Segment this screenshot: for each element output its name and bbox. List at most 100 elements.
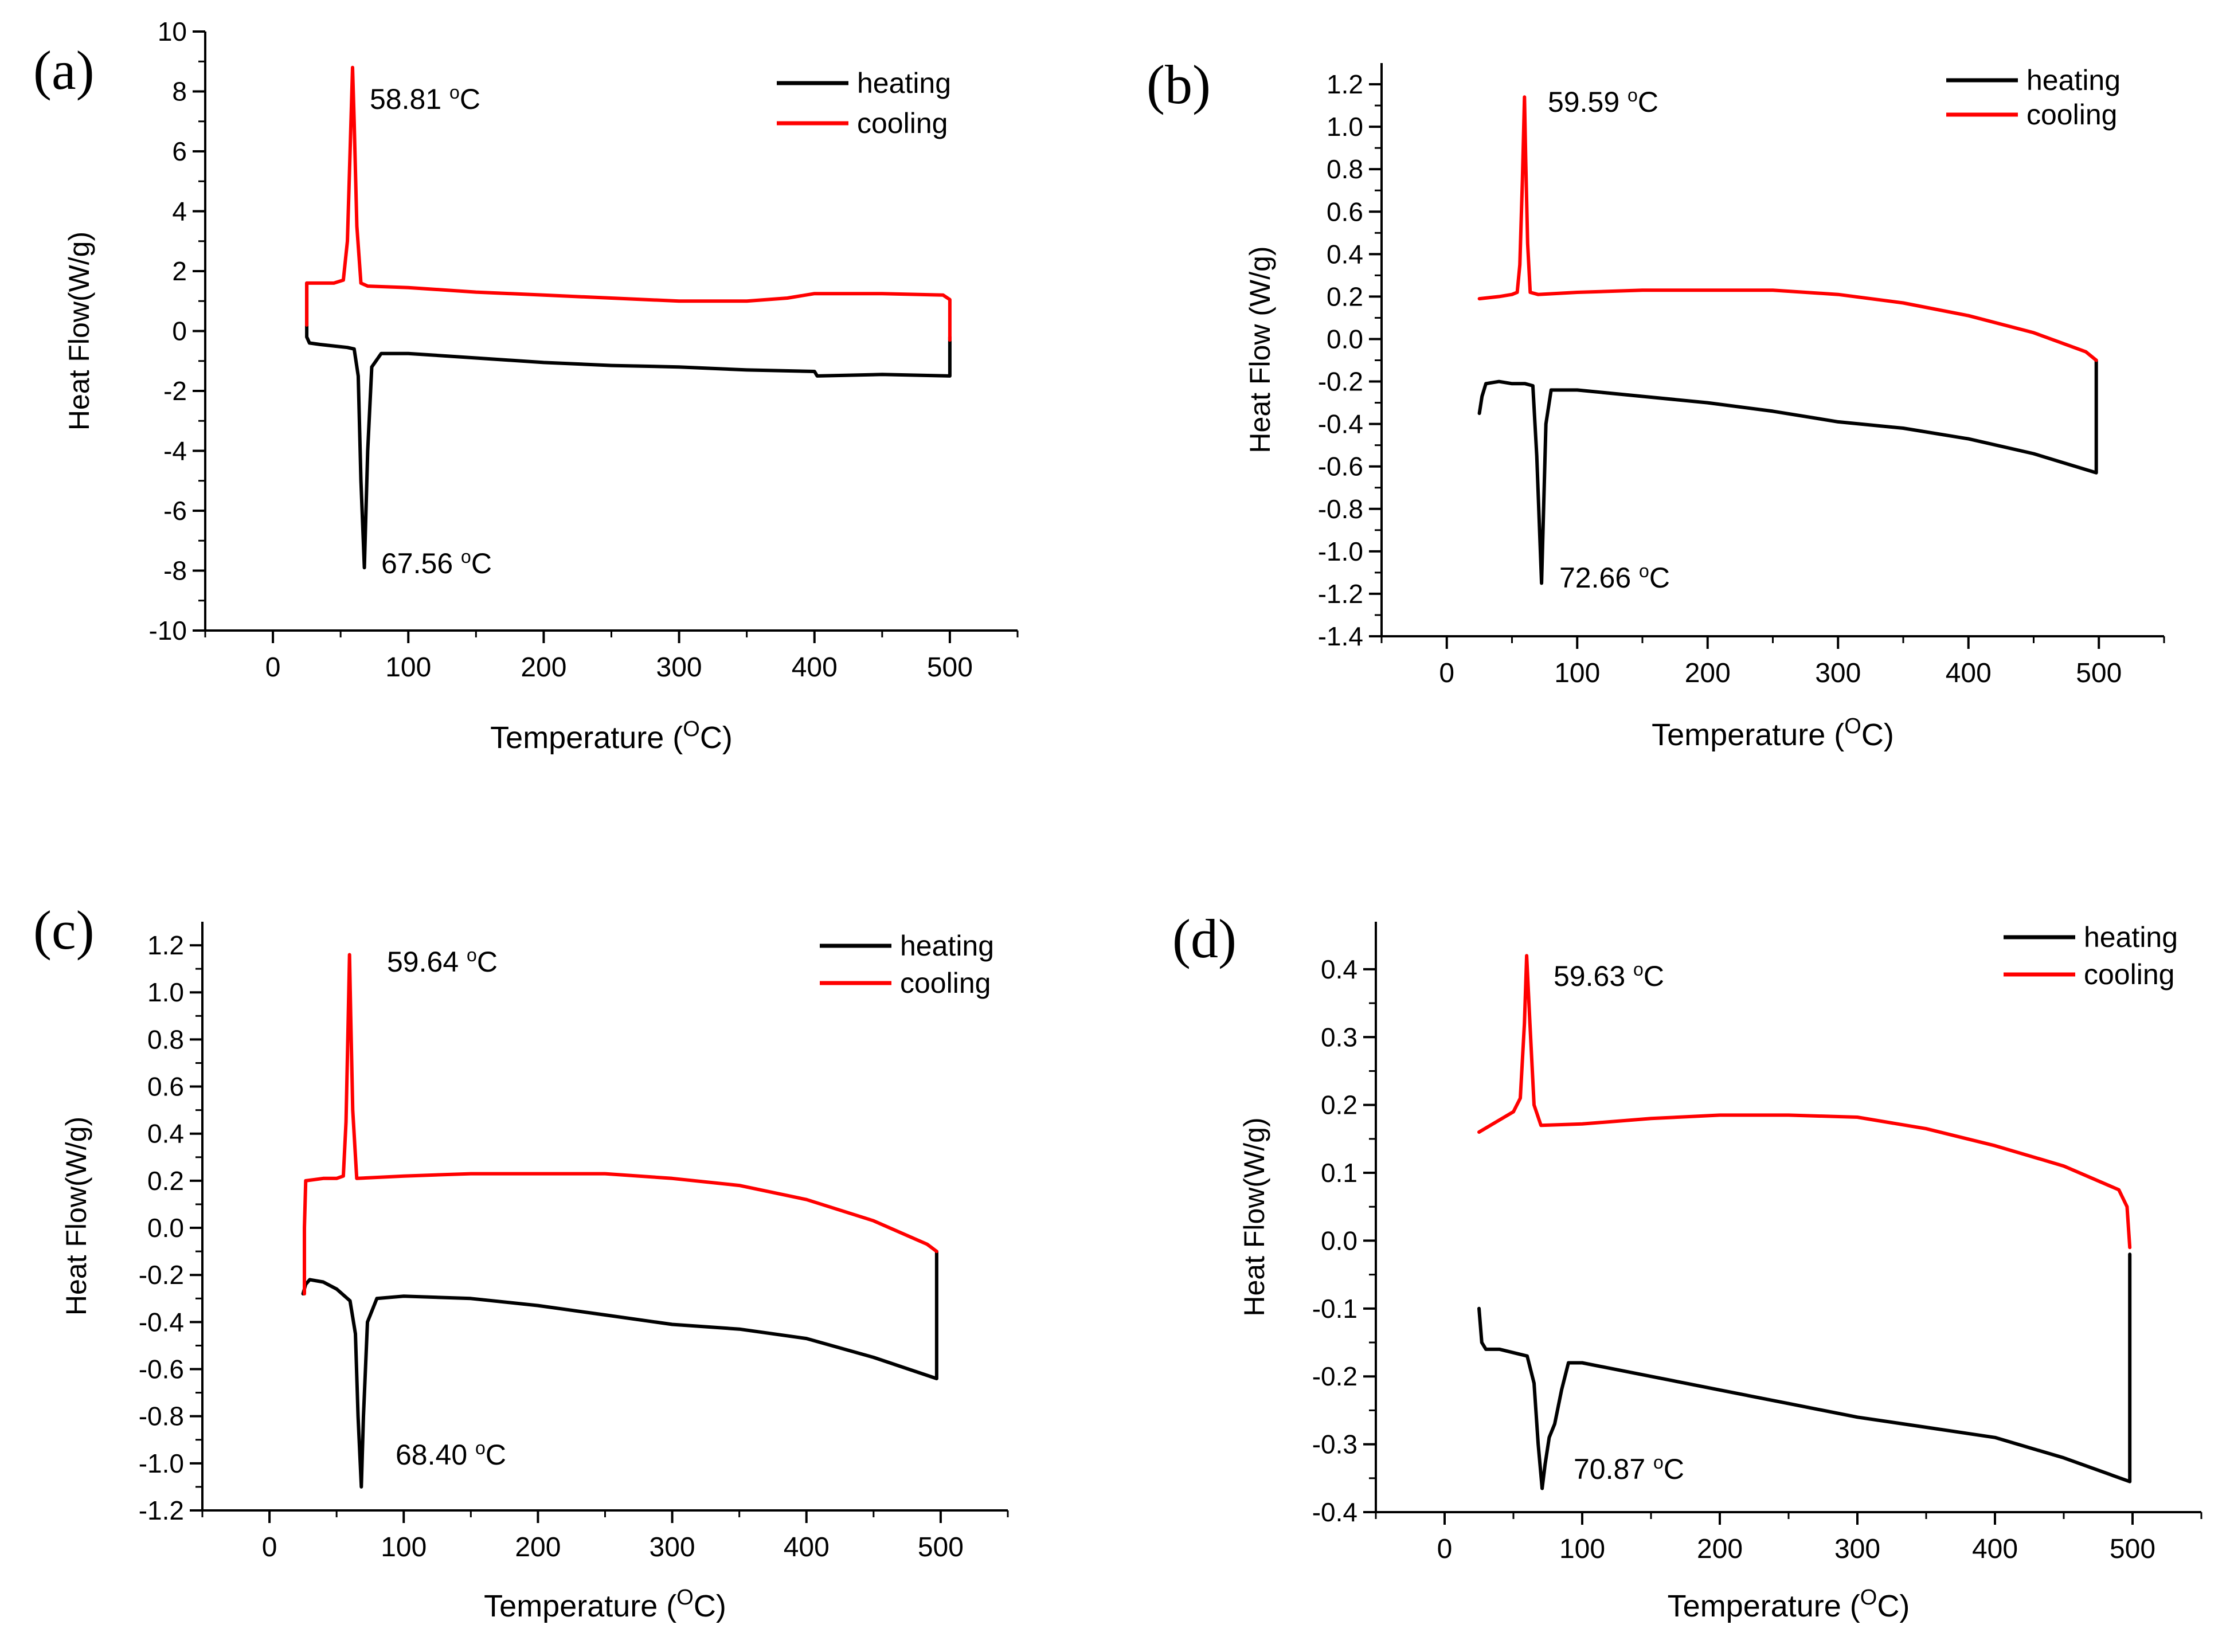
y-tick-label: 0.0 [1321,1226,1357,1255]
y-tick-label: -0.4 [139,1307,184,1337]
x-tick-label: 100 [1554,658,1600,688]
x-tick-label: 500 [2076,658,2122,688]
y-tick-label: -1.2 [139,1496,184,1525]
y-tick-label: 1.2 [1327,69,1363,99]
x-tick-label: 400 [784,1532,830,1563]
y-tick-label: 0.4 [1327,239,1363,269]
panel-label: (b) [1147,54,1211,115]
x-tick-label: 100 [381,1532,427,1563]
y-tick-label: 0.4 [147,1119,184,1149]
peak-annotation: 68.40 oC [396,1438,506,1471]
x-tick-label: 500 [2110,1534,2155,1564]
x-tick-label: 0 [262,1532,277,1563]
x-tick-label: 200 [515,1532,561,1563]
y-tick-label: 0.3 [1321,1022,1357,1052]
legend-label-heating: heating [2084,921,2178,953]
y-tick-label: -0.3 [1312,1430,1357,1459]
peak-annotation: 59.64 oC [387,945,498,978]
series-line-cooling [1477,954,2132,1250]
legend-label-cooling: cooling [900,967,991,999]
y-tick-label: -4 [163,436,187,466]
peak-annotation: 59.63 oC [1554,959,1664,992]
y-tick-label: 0.8 [1327,154,1363,184]
y-tick-label: -0.6 [1318,452,1363,481]
y-tick-label: -0.8 [1318,494,1363,524]
y-tick-label: -0.4 [1318,409,1363,439]
x-tick-label: 500 [927,652,973,683]
panel-label: (c) [33,899,95,961]
y-tick-label: 6 [172,136,187,166]
y-tick-label: 0.4 [1321,954,1357,984]
y-tick-label: -1.2 [1318,579,1363,609]
y-tick-label: -1.0 [1318,537,1363,566]
y-tick-label: 1.0 [147,977,184,1007]
y-tick-label: -0.2 [1312,1361,1357,1391]
series-line-heating [305,281,952,570]
y-tick-label: 0.2 [1321,1090,1357,1120]
x-tick-label: 300 [656,652,702,683]
legend-label-heating: heating [900,930,994,962]
y-tick-label: -1.0 [139,1449,184,1478]
x-tick-label: 400 [1972,1534,2018,1564]
y-tick-label: 0.0 [1327,324,1363,354]
x-tick-label: 500 [918,1532,964,1563]
y-tick-label: -6 [163,496,187,526]
series-line-cooling [305,65,952,342]
y-tick-label: -0.8 [139,1402,184,1431]
y-tick-label: -0.6 [139,1355,184,1384]
x-tick-label: 200 [1685,658,1731,688]
x-tick-label: 100 [385,652,431,683]
y-tick-label: -0.2 [139,1260,184,1290]
peak-annotation: 58.81 oC [370,82,480,115]
legend-label-heating: heating [2026,64,2121,96]
peak-annotation: 59.59 oC [1548,85,1658,118]
panel-d: (d) -0.4 -0.3 -0.2 -0.1 0.0 0.1 0.2 0.3 0.4 0 100 20… [1172,908,2202,1623]
series-line-heating [1477,1252,2132,1490]
x-tick-label: 200 [521,652,566,683]
x-tick-label: 0 [1437,1534,1453,1564]
y-tick-label: -1.4 [1318,621,1363,651]
panel-b: (b) -1.4 -1.2 -1.0 -0.8 -0.6 -0.4 -0.2 0.0 0.2 0.4… [1147,54,2165,752]
x-tick-label: 100 [1559,1534,1605,1564]
panel-label: (a) [33,40,95,101]
y-tick-label: -10 [149,616,187,645]
y-tick-label: 1.2 [147,930,184,960]
y-axis-label: Heat Flow(W/g) [60,1117,92,1316]
x-tick-label: 400 [1946,658,1992,688]
legend-label-cooling: cooling [857,107,948,139]
series-line-heating [1477,358,2098,585]
y-tick-label: 0.6 [147,1072,184,1102]
y-tick-label: 0 [172,316,187,346]
x-tick-label: 400 [792,652,838,683]
panel-c: (c) -1.2 -1.0 -0.8 -0.6 -0.4 -0.2 0.0 0.2 0.4 0.6 0… [33,899,1009,1623]
y-tick-label: 0.6 [1327,197,1363,226]
y-tick-label: -0.2 [1318,367,1363,397]
y-tick-label: 10 [158,17,187,46]
x-axis-label: Temperature (OC) [490,717,733,755]
y-tick-label: 2 [172,256,187,286]
legend-label-cooling: cooling [2084,958,2174,991]
y-tick-label: -2 [163,376,187,406]
y-tick-label: 0.0 [147,1213,184,1243]
peak-annotation: 72.66 oC [1559,561,1670,594]
peak-annotation: 70.87 oC [1574,1452,1684,1485]
x-axis-label: Temperature (OC) [1652,714,1894,752]
y-axis-label: Heat Flow(W/g) [63,232,95,430]
legend-label-heating: heating [857,67,951,99]
series-line-cooling [303,953,938,1296]
x-tick-label: 300 [650,1532,695,1563]
series-line-cooling [1477,95,2098,362]
x-axis-label: Temperature (OC) [484,1586,726,1623]
y-tick-label: 8 [172,77,187,107]
x-tick-label: 200 [1697,1534,1743,1564]
x-tick-label: 0 [265,652,281,683]
y-tick-label: -0.1 [1312,1294,1357,1324]
x-axis-label: Temperature (OC) [1668,1586,1910,1623]
y-tick-label: -0.4 [1312,1497,1357,1527]
y-tick-label: 0.2 [1327,281,1363,311]
panel-label: (d) [1172,908,1237,969]
y-tick-label: 0.8 [147,1024,184,1054]
legend-label-cooling: cooling [2026,99,2117,131]
